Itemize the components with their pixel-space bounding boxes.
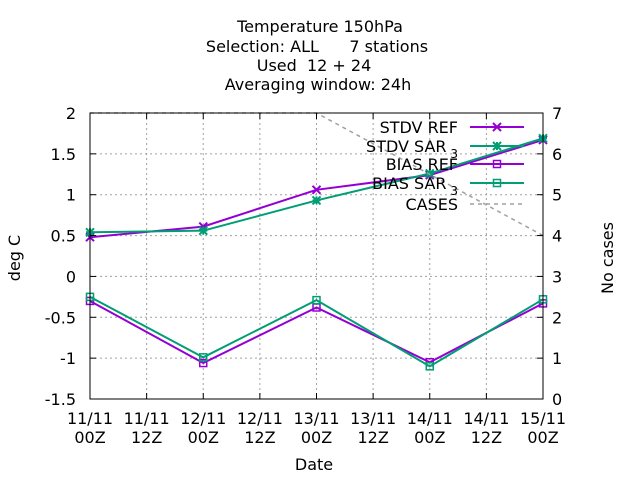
x-tick-label: 11/11 [67,409,113,428]
x-tick-label: 00Z [527,428,558,447]
data-point [492,159,502,169]
y-tick-label: 0 [66,267,76,286]
y-tick-label: 2 [66,104,76,123]
title-line-4: Averaging window: 24h [225,75,412,94]
data-point [492,122,502,132]
series-line [89,300,544,365]
x-tick-label: 12Z [471,428,502,447]
title-line-2: Selection: ALL 7 stations [206,37,428,56]
x-tick-label: 00Z [74,428,105,447]
legend-label-subscript: 3 [447,184,458,198]
y2-tick-label: 6 [552,145,562,164]
x-tick-label: 13/11 [350,409,396,428]
y-tick-label: -1.5 [45,390,76,409]
chart-title: Temperature 150hPa Selection: ALL 7 stat… [206,17,428,94]
x-tick-label: 00Z [414,428,445,447]
x-tick-label: 00Z [301,428,332,447]
y2-tick-label: 1 [552,349,562,368]
x-tick-label: 14/11 [407,409,453,428]
data-point [492,141,502,151]
axes-ticks: 11/1100Z11/1112Z12/1100Z12/1112Z13/1100Z… [45,104,566,447]
x-tick-label: 12Z [357,428,388,447]
series-line [89,295,544,368]
legend-entry: STDV REF [380,118,524,137]
x-tick-label: 12/11 [180,409,226,428]
legend-entry: BIAS REF [386,155,524,174]
plot-frame [89,112,544,400]
y2-tick-label: 7 [552,104,562,123]
y2-tick-label: 4 [552,227,562,246]
x-tick-label: 12/11 [237,409,283,428]
y-tick-label: 1.5 [51,145,76,164]
x-tick-label: 13/11 [293,409,339,428]
data-point [425,362,434,371]
y2-tick-label: 3 [552,267,562,286]
series-stdv-ref [85,135,548,242]
y2-tick-label: 5 [552,186,562,205]
y-tick-label: 1 [66,186,76,205]
y-tick-label: -0.5 [45,308,76,327]
legend-label: STDV REF [380,118,458,137]
title-line-1: Temperature 150hPa [236,17,403,36]
y2-axis-label: No cases [598,222,617,294]
x-axis-label: Date [295,455,333,474]
legend-label-subscript: 3 [447,147,458,161]
data-point [312,295,321,305]
grid [90,113,543,399]
legend-label: CASES [405,195,458,214]
y-tick-label: -1 [60,349,76,368]
legend-entry: CASES [405,195,524,214]
y2-tick-label: 0 [552,390,562,409]
y2-tick-label: 2 [552,308,562,327]
y-axis-label: deg C [5,235,24,281]
x-tick-label: 12Z [131,428,162,447]
data-point [199,358,208,368]
x-tick-label: 12Z [244,428,275,447]
x-tick-label: 11/11 [124,409,170,428]
series-group [85,112,548,371]
title-line-3: Used 12 + 24 [257,56,372,75]
data-point [311,195,322,206]
data-point [199,353,208,362]
data-point [311,185,322,195]
legend-label: BIAS REF [386,155,458,174]
x-tick-label: 14/11 [463,409,509,428]
x-tick-label: 15/11 [520,409,566,428]
x-tick-label: 00Z [188,428,219,447]
data-point [492,178,502,188]
data-point [198,225,208,236]
y-tick-label: 0.5 [51,227,76,246]
